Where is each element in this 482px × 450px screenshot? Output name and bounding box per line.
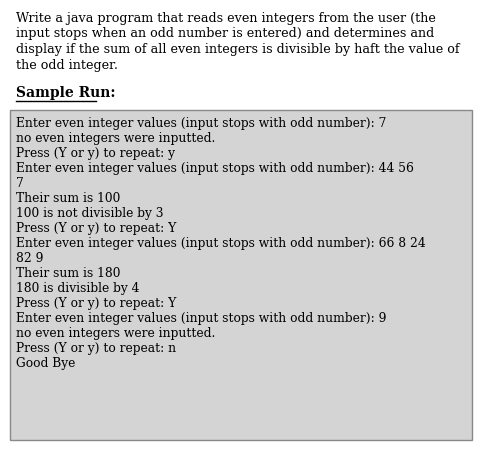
Text: Press (Y or y) to repeat: Y: Press (Y or y) to repeat: Y bbox=[16, 222, 176, 235]
Text: Press (Y or y) to repeat: Y: Press (Y or y) to repeat: Y bbox=[16, 297, 176, 310]
Text: Enter even integer values (input stops with odd number): 66 8 24: Enter even integer values (input stops w… bbox=[16, 237, 426, 250]
Text: Enter even integer values (input stops with odd number): 7: Enter even integer values (input stops w… bbox=[16, 117, 387, 130]
Text: no even integers were inputted.: no even integers were inputted. bbox=[16, 132, 215, 145]
Text: Enter even integer values (input stops with odd number): 9: Enter even integer values (input stops w… bbox=[16, 312, 387, 325]
Text: display if the sum of all even integers is divisible by haft the value of: display if the sum of all even integers … bbox=[16, 43, 460, 56]
Text: Sample Run:: Sample Run: bbox=[16, 86, 116, 100]
Text: Their sum is 100: Their sum is 100 bbox=[16, 192, 120, 205]
Text: input stops when an odd number is entered) and determines and: input stops when an odd number is entere… bbox=[16, 27, 434, 40]
Text: 7: 7 bbox=[16, 177, 24, 190]
Text: Enter even integer values (input stops with odd number): 44 56: Enter even integer values (input stops w… bbox=[16, 162, 414, 175]
Text: Good Bye: Good Bye bbox=[16, 357, 75, 370]
Text: Press (Y or y) to repeat: y: Press (Y or y) to repeat: y bbox=[16, 147, 175, 160]
Text: 82 9: 82 9 bbox=[16, 252, 43, 265]
Text: 180 is divisible by 4: 180 is divisible by 4 bbox=[16, 282, 139, 295]
Text: 100 is not divisible by 3: 100 is not divisible by 3 bbox=[16, 207, 163, 220]
Text: the odd integer.: the odd integer. bbox=[16, 58, 118, 72]
Text: Press (Y or y) to repeat: n: Press (Y or y) to repeat: n bbox=[16, 342, 176, 355]
Bar bbox=[10, 110, 472, 440]
Text: Their sum is 180: Their sum is 180 bbox=[16, 267, 120, 280]
Text: Write a java program that reads even integers from the user (the: Write a java program that reads even int… bbox=[16, 12, 436, 25]
Text: no even integers were inputted.: no even integers were inputted. bbox=[16, 327, 215, 340]
